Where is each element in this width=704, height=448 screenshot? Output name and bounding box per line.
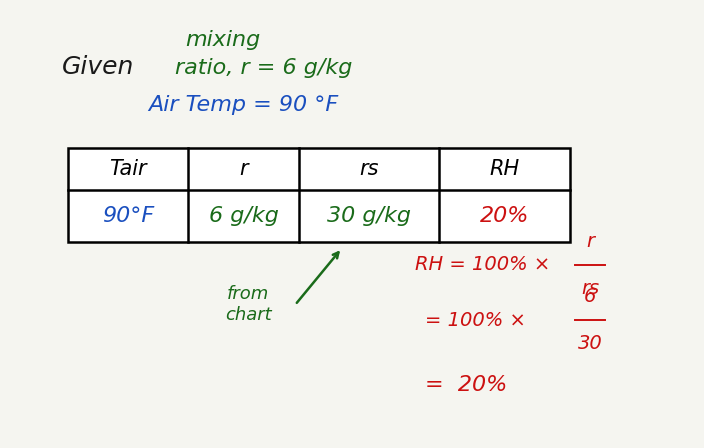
Text: Given: Given <box>62 55 134 79</box>
Text: mixing: mixing <box>185 30 260 50</box>
Text: 20%: 20% <box>480 206 529 226</box>
Text: 30 g/kg: 30 g/kg <box>327 206 411 226</box>
Text: Tair: Tair <box>109 159 147 179</box>
Bar <box>68 148 570 242</box>
Text: rs: rs <box>360 159 379 179</box>
Text: r: r <box>586 232 594 251</box>
Text: 30: 30 <box>577 334 603 353</box>
Text: rs: rs <box>581 279 599 298</box>
Text: 6: 6 <box>584 287 596 306</box>
Text: RH: RH <box>489 159 520 179</box>
Text: Air Temp = 90 °F: Air Temp = 90 °F <box>148 95 338 115</box>
Text: from
chart: from chart <box>225 285 271 324</box>
Text: 6 g/kg: 6 g/kg <box>209 206 279 226</box>
Text: r: r <box>239 159 248 179</box>
Text: ratio, r = 6 g/kg: ratio, r = 6 g/kg <box>175 58 353 78</box>
Text: =  20%: = 20% <box>425 375 508 395</box>
Text: = 100% ×: = 100% × <box>425 310 532 329</box>
Text: 90°F: 90°F <box>102 206 154 226</box>
Bar <box>68 148 570 242</box>
Text: RH = 100% ×: RH = 100% × <box>415 255 556 275</box>
